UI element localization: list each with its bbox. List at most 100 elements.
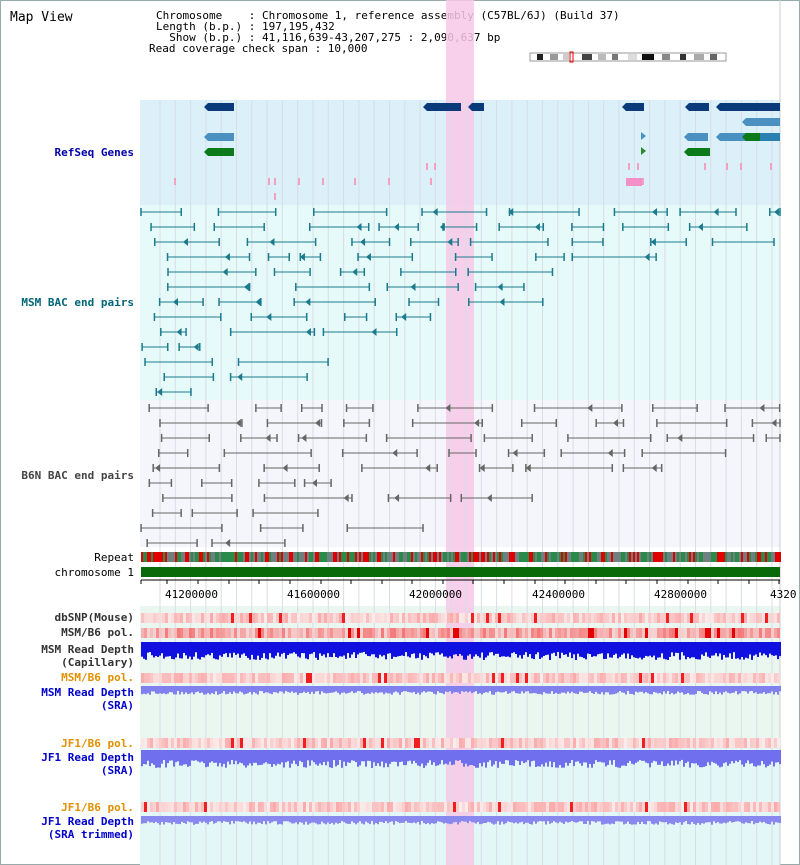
read-depth-bar: [317, 750, 319, 766]
repeat-mark: [333, 552, 335, 562]
polymorphism-heat-cell: [564, 673, 567, 683]
read-depth-bar: [401, 816, 403, 823]
read-depth-bar: [367, 642, 369, 656]
repeat-mark: [307, 552, 309, 562]
polymorphism-heat-cell: [225, 628, 228, 638]
read-depth-bar: [717, 750, 719, 766]
repeat-mark: [497, 552, 499, 562]
read-depth-bar: [195, 816, 197, 824]
read-depth-bar: [567, 750, 569, 766]
repeat-mark: [735, 552, 737, 562]
bac-end-arrow: [282, 464, 288, 472]
read-depth-bar: [389, 750, 391, 764]
read-depth-bar: [145, 686, 147, 695]
read-depth-bar: [203, 642, 205, 658]
msm-read-depth-cap-label: MSM Read Depth: [41, 643, 134, 656]
polymorphism-heat-cell: [687, 673, 690, 683]
read-depth-bar: [579, 686, 581, 692]
polymorphism-heat-cell: [534, 613, 537, 623]
read-depth-bar: [341, 642, 343, 657]
polymorphism-heat-cell: [636, 802, 639, 812]
polymorphism-heat-cell: [495, 673, 498, 683]
polymorphism-heat-cell: [675, 673, 678, 683]
repeat-mark: [471, 552, 473, 562]
read-depth-bar: [331, 642, 333, 658]
read-depth-bar: [587, 750, 589, 768]
polymorphism-heat-cell: [390, 802, 393, 812]
read-depth-bar: [687, 642, 689, 658]
read-depth-bar: [299, 686, 301, 694]
polymorphism-heat-cell: [666, 738, 669, 748]
read-depth-bar: [727, 750, 729, 766]
repeat-mark: [667, 552, 669, 562]
read-depth-bar: [603, 750, 605, 763]
polymorphism-heat-cell: [555, 802, 558, 812]
repeat-mark: [501, 552, 503, 562]
polymorphism-heat-cell: [588, 673, 591, 683]
read-depth-bar: [383, 642, 385, 656]
read-depth-bar: [571, 686, 573, 692]
read-depth-bar: [457, 816, 459, 825]
read-depth-bar: [505, 686, 507, 692]
read-depth-bar: [539, 686, 541, 694]
msm-b6-pol-2-label: MSM/B6 pol.: [61, 671, 134, 684]
read-depth-bar: [647, 816, 649, 822]
read-depth-bar: [465, 642, 467, 660]
read-depth-bar: [663, 816, 665, 823]
polymorphism-heat-cell: [705, 802, 708, 812]
polymorphism-heat-cell: [654, 628, 657, 638]
read-depth-bar: [291, 642, 293, 654]
gene-feature: [770, 163, 772, 170]
polymorphism-heat-cell: [753, 628, 756, 638]
polymorphism-heat-cell: [525, 628, 528, 638]
read-depth-bar: [533, 750, 535, 761]
read-depth-bar: [373, 750, 375, 763]
polymorphism-heat-cell: [474, 628, 477, 638]
polymorphism-heat-cell: [762, 673, 765, 683]
read-depth-bar: [705, 686, 707, 695]
read-depth-bar: [477, 642, 479, 657]
read-depth-bar: [345, 642, 347, 659]
polymorphism-heat-cell: [141, 628, 144, 638]
repeat-mark: [227, 552, 229, 562]
read-depth-bar: [445, 686, 447, 692]
polymorphism-heat-cell: [666, 673, 669, 683]
repeat-mark: [639, 552, 641, 562]
read-depth-bar: [491, 750, 493, 767]
read-depth-bar: [759, 816, 761, 822]
polymorphism-heat-cell: [672, 613, 675, 623]
polymorphism-heat-cell: [648, 673, 651, 683]
gene-direction-arrow: [742, 133, 746, 141]
read-depth-bar: [723, 686, 725, 693]
read-depth-bar: [437, 686, 439, 692]
repeat-mark: [311, 552, 313, 562]
read-depth-bar: [459, 642, 461, 654]
read-depth-bar: [729, 750, 731, 764]
read-depth-bar: [653, 750, 655, 761]
msm-read-depth-cap-sub: (Capillary): [61, 656, 134, 669]
read-depth-bar: [485, 750, 487, 768]
polymorphism-heat-cell: [516, 628, 519, 638]
polymorphism-heat-cell: [660, 673, 663, 683]
read-depth-bar: [597, 686, 599, 694]
read-depth-bar: [431, 750, 433, 765]
polymorphism-heat-cell: [543, 673, 546, 683]
read-depth-bar: [399, 816, 401, 824]
read-depth-bar: [599, 642, 601, 654]
polymorphism-heat-cell: [633, 738, 636, 748]
read-depth-bar: [233, 816, 235, 824]
polymorphism-heat-cell: [162, 673, 165, 683]
polymorphism-heat-cell: [492, 673, 495, 683]
read-depth-bar: [561, 816, 563, 823]
read-depth-bar: [363, 642, 365, 652]
read-depth-bar: [591, 642, 593, 657]
read-depth-bar: [701, 750, 703, 768]
polymorphism-heat-cell: [183, 802, 186, 812]
repeat-mark: [481, 552, 483, 562]
polymorphism-heat-cell: [381, 613, 384, 623]
read-depth-bar: [223, 750, 225, 764]
read-depth-bar: [423, 750, 425, 768]
read-depth-bar: [199, 816, 201, 822]
read-depth-bar: [587, 816, 589, 821]
